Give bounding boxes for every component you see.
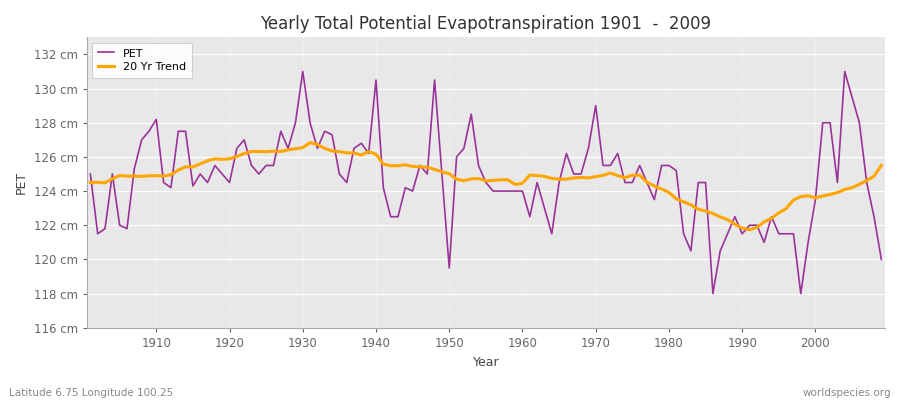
- PET: [312, 146, 323, 151]
- Text: Latitude 6.75 Longitude 100.25: Latitude 6.75 Longitude 100.25: [9, 388, 173, 398]
- PET: [876, 257, 886, 262]
- PET: [518, 189, 528, 194]
- 20 Yr Trend: [744, 227, 755, 232]
- PET: [297, 69, 308, 74]
- PET: [356, 141, 366, 146]
- Y-axis label: PET: PET: [15, 171, 28, 194]
- 20 Yr Trend: [312, 142, 323, 147]
- PET: [144, 129, 155, 134]
- 20 Yr Trend: [356, 153, 366, 158]
- 20 Yr Trend: [144, 173, 155, 178]
- PET: [707, 291, 718, 296]
- 20 Yr Trend: [876, 163, 886, 168]
- 20 Yr Trend: [612, 173, 623, 178]
- 20 Yr Trend: [518, 181, 528, 186]
- Title: Yearly Total Potential Evapotranspiration 1901  -  2009: Yearly Total Potential Evapotranspiratio…: [260, 15, 711, 33]
- PET: [85, 172, 95, 176]
- 20 Yr Trend: [525, 173, 535, 178]
- Text: worldspecies.org: worldspecies.org: [803, 388, 891, 398]
- PET: [612, 151, 623, 156]
- 20 Yr Trend: [85, 180, 95, 185]
- X-axis label: Year: Year: [472, 356, 500, 369]
- Legend: PET, 20 Yr Trend: PET, 20 Yr Trend: [93, 43, 192, 78]
- Line: 20 Yr Trend: 20 Yr Trend: [90, 142, 881, 230]
- PET: [525, 214, 535, 219]
- 20 Yr Trend: [305, 140, 316, 145]
- Line: PET: PET: [90, 72, 881, 294]
